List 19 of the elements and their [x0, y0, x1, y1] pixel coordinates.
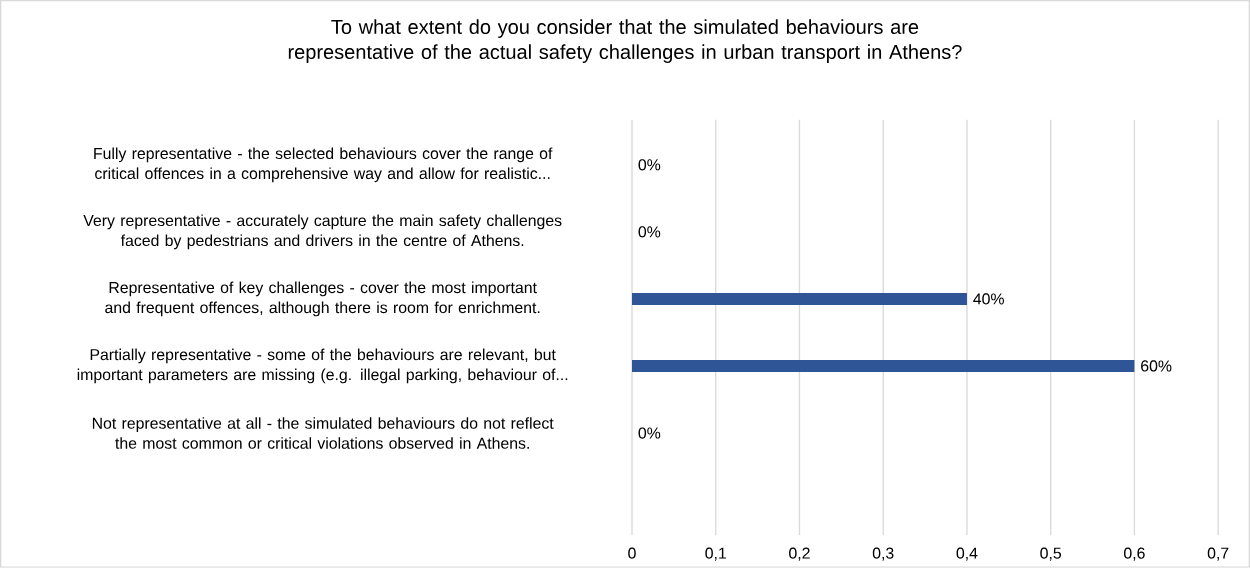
x-tick-label: 0,5	[1040, 547, 1062, 561]
y-tick-label: Fully representative - the selected behaviours cover the range of critical offences in a comprehensive way and allow for realistic...	[94, 147, 553, 183]
data-label: 40%	[973, 293, 1004, 305]
x-tick-label: 0,2	[789, 547, 810, 561]
chart-title: To what extent do you consider that the simulated behaviours are representative of the actual safety challenges in urban transport in Athens?	[288, 19, 962, 64]
x-tick-label: 0,6	[1124, 547, 1145, 561]
y-tick-label: Very representative - accurately capture the main safety challenges faced by pedestrians and drivers in the centre of Athens.	[83, 214, 562, 250]
data-label: 60%	[1141, 360, 1172, 372]
x-tick-label: 0	[628, 547, 636, 559]
data-label: 0%	[638, 427, 661, 439]
y-tick-label: Partially representative - some of the behaviours are relevant, but important parameters are missing (e.g. illegal parking, behaviour of...	[77, 348, 568, 384]
x-tick-label: 0,7	[1207, 547, 1229, 561]
y-tick-label: Representative of key challenges - cover the most important and frequent offences, although there is room for enrichment.	[105, 281, 540, 317]
x-tick-label: 0,1	[705, 547, 726, 561]
data-label: 0%	[638, 226, 661, 238]
data-label: 0%	[638, 159, 661, 171]
y-tick-label: Not representative at all - the simulated behaviours do not reflect the most common or critical violations observed in Athens.	[92, 417, 554, 449]
x-tick-label: 0,3	[872, 547, 894, 561]
x-tick-label: 0,4	[956, 547, 978, 561]
